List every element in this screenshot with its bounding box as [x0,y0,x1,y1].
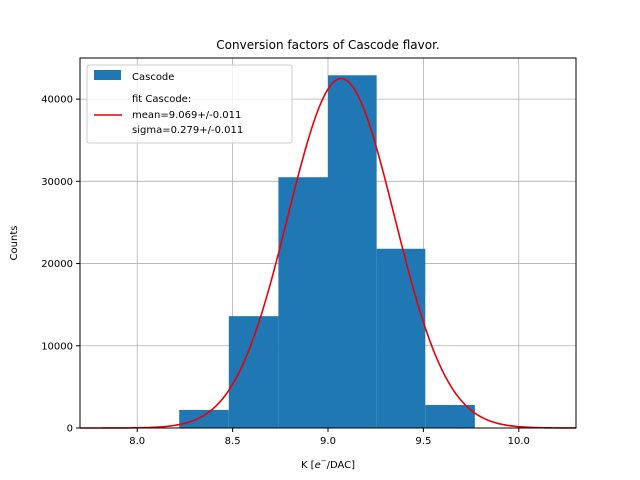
histogram-bar [328,75,377,429]
legend-fit-label-line2: mean=9.069+/-0.011 [132,110,241,121]
x-tick-label: 9.5 [415,436,431,447]
y-tick-label: 30000 [41,177,73,188]
histogram-bar [179,409,229,428]
legend: Cascode fit Cascode: mean=9.069+/-0.011 … [86,64,293,144]
y-tick-label: 40000 [41,95,73,106]
y-axis-label: Counts [9,226,20,261]
chart-title: Conversion factors of Cascode flavor. [216,38,439,52]
histogram-bars [179,75,475,429]
x-tick-label: 9.0 [320,436,336,447]
y-tick-label: 20000 [41,259,73,270]
histogram-bar [425,404,475,428]
legend-histogram-label: Cascode [132,72,174,83]
fit-gaussian-line [80,77,576,429]
x-tick-label: 10.0 [508,436,530,447]
legend-histogram-swatch [94,70,121,80]
legend-box [86,64,293,144]
x-tick-label: 8.5 [225,436,241,447]
legend-fit-label-line1: fit Cascode: [132,94,191,105]
y-tick-label: 10000 [41,341,73,352]
legend-fit-label-line3: sigma=0.279+/-0.011 [132,125,243,136]
histogram-bar [376,248,426,428]
histogram-bar [278,177,328,428]
x-axis-label: K [e−/DAC] [301,457,355,471]
y-axis-ticks: 0 10000 20000 30000 40000 [41,95,80,435]
x-tick-label: 8.0 [129,436,145,447]
y-tick-label: 0 [67,424,73,435]
fit-curve [80,77,576,429]
histogram-bar [228,316,279,428]
x-axis-ticks: 8.0 8.5 9.0 9.5 10.0 [129,428,530,447]
